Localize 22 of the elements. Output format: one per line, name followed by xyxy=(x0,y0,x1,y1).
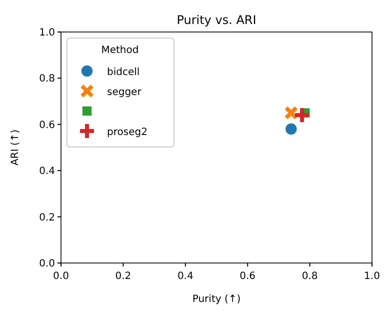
point xyxy=(293,106,312,124)
point xyxy=(284,106,298,120)
point xyxy=(284,122,298,136)
chart-title: Purity vs. ARI xyxy=(176,13,256,27)
legend-label: proseg2 xyxy=(107,127,148,138)
x-tick-label: 1.0 xyxy=(364,271,380,282)
legend-label: segger xyxy=(107,87,142,98)
y-tick-label: 1.0 xyxy=(39,28,55,38)
y-tick-label: 0.0 xyxy=(39,258,55,270)
y-axis-title: ARI (↑) xyxy=(10,129,21,166)
legend-title: Method xyxy=(101,45,139,56)
y-tick-label: 0.8 xyxy=(39,74,55,85)
x-tick-label: 0.0 xyxy=(53,271,69,282)
x-tick-label: 0.6 xyxy=(240,271,256,282)
x-tick-label: 0.8 xyxy=(302,271,318,282)
y-tick-label: 0.2 xyxy=(39,212,55,224)
x-axis-title: Purity (↑) xyxy=(192,294,241,305)
y-tick-label: 0.6 xyxy=(39,120,55,131)
legend-label: bidcell xyxy=(107,67,140,78)
x-tick-label: 0.4 xyxy=(177,271,194,282)
x-tick-label: 0.2 xyxy=(115,271,132,282)
y-tick-label: 0.4 xyxy=(39,166,55,178)
